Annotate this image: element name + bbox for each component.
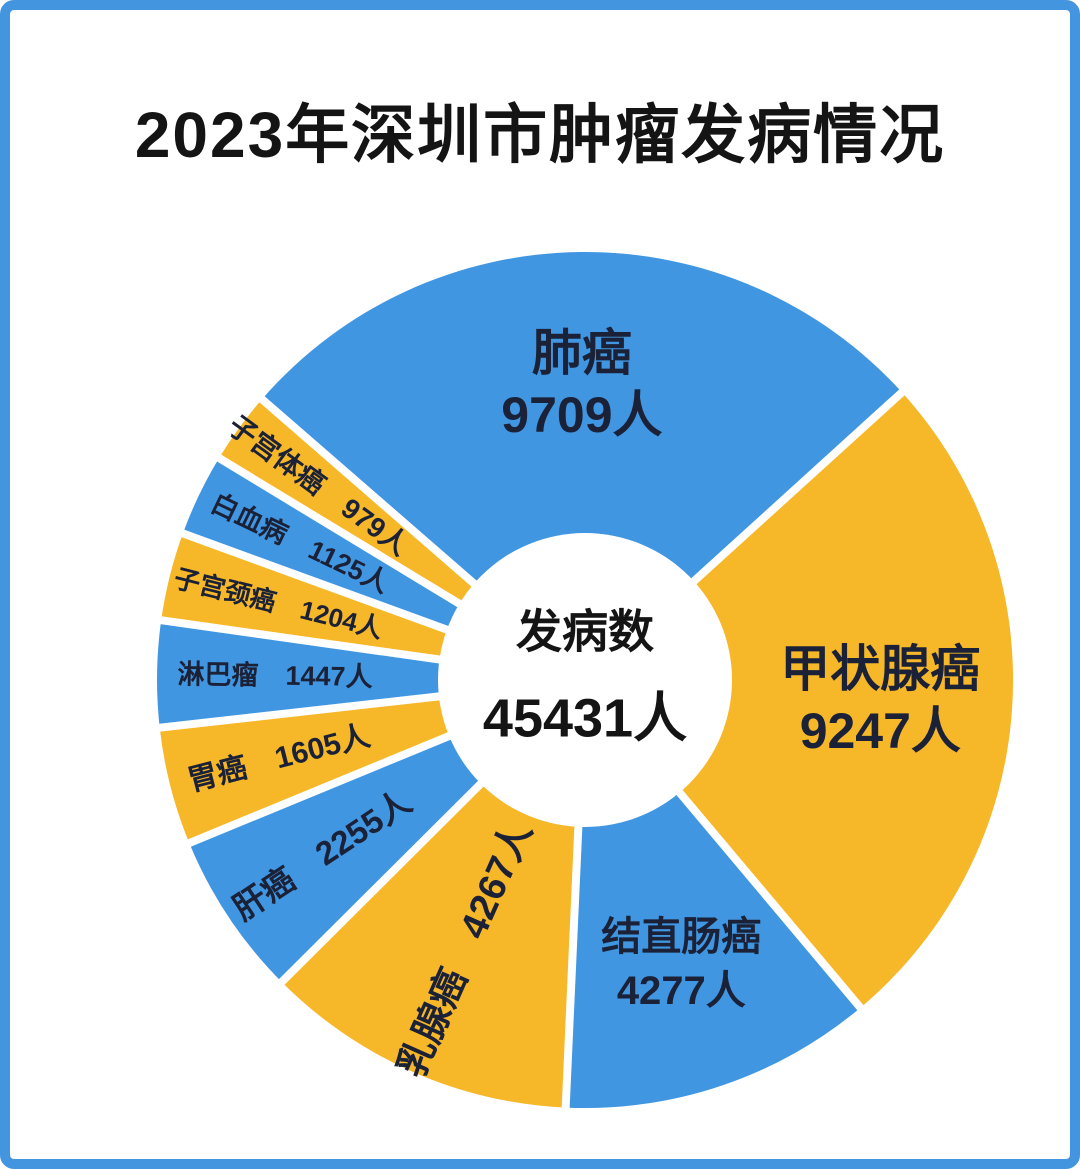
donut-center-label: 发病数 45431人: [483, 596, 687, 753]
slice-separator: [672, 376, 919, 601]
slice-separator: [265, 763, 502, 999]
slice-value-1: 9247人: [800, 703, 961, 759]
slice-separator: [200, 444, 483, 621]
slice-separator: [660, 770, 876, 1025]
slice-value-0: 9709人: [501, 387, 662, 443]
slice-separator: [560, 801, 584, 1127]
slice-separator: [244, 383, 496, 604]
donut-hole: [438, 533, 732, 827]
slice-value-2: 4277人: [617, 969, 746, 1013]
slice-separator: [170, 722, 474, 854]
pie-slice-1: [585, 392, 1014, 1008]
center-total-value: 45431人: [482, 688, 688, 749]
slice-name-0: 肺癌: [532, 325, 632, 381]
slice-separator: [163, 523, 472, 642]
center-caption: 发病数: [515, 605, 654, 658]
pie-slice-0: [262, 251, 902, 681]
slice-label-6: 淋巴瘤 1447人: [177, 658, 372, 692]
chart-title: 2023年深圳市肿瘤发病情况: [134, 99, 946, 171]
pie-slice-6: [157, 620, 585, 728]
slice-separator: [140, 689, 465, 734]
slice-separator: [141, 613, 465, 667]
slice-name-2: 结直肠癌: [601, 915, 761, 959]
slice-name-1: 甲状腺癌: [780, 641, 980, 697]
